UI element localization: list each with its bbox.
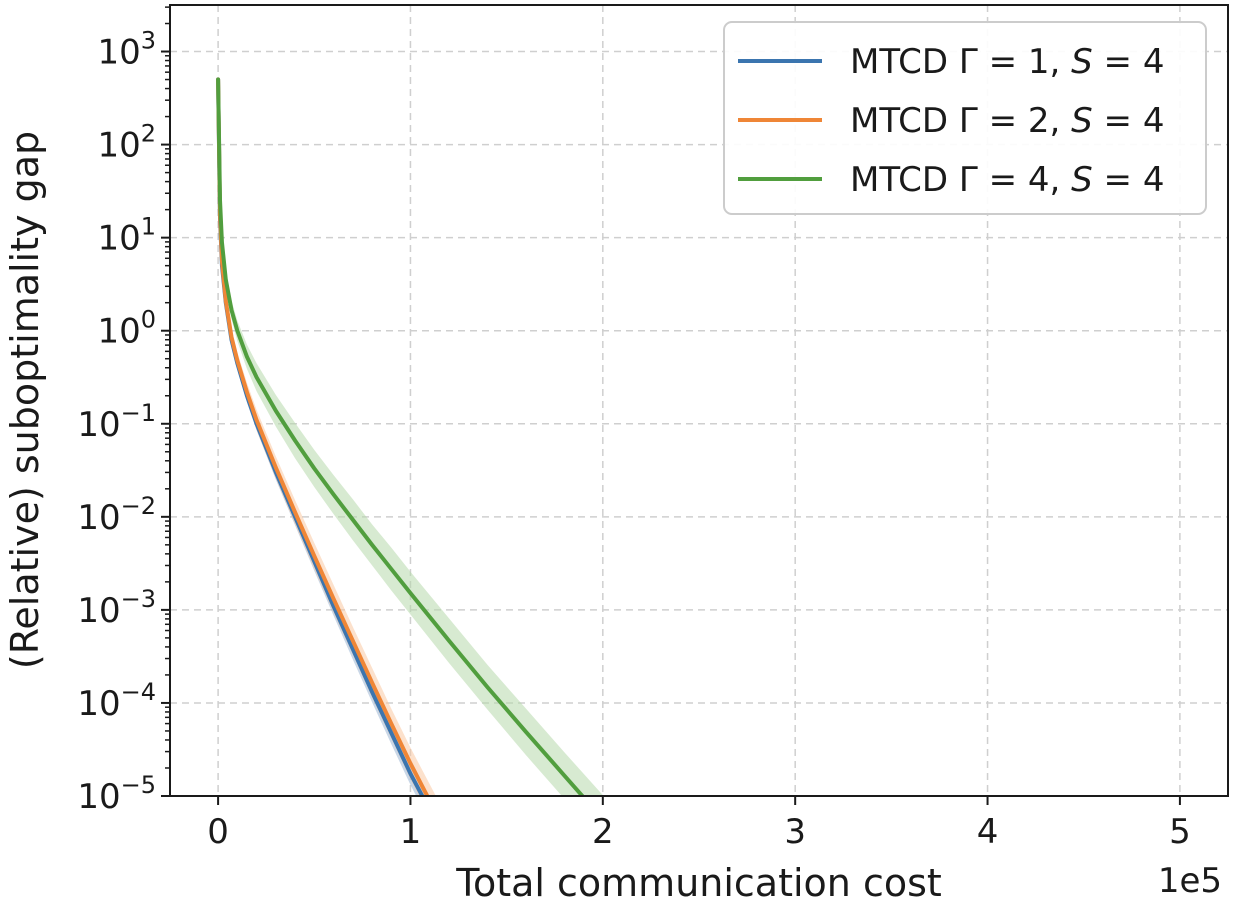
x-tick-label: 5 bbox=[1169, 812, 1191, 852]
y-axis-ticks: 103 102 101 100 10−1 10−2 10−3 10−4 10−5 bbox=[77, 6, 170, 817]
y-tick-label: 10−5 bbox=[77, 771, 156, 817]
y-tick-label: 102 bbox=[97, 120, 156, 166]
y-tick-label: 103 bbox=[97, 27, 156, 73]
y-tick-label: 10−3 bbox=[77, 585, 156, 631]
x-tick-label: 0 bbox=[207, 812, 229, 852]
legend: MTCD Γ = 1, S = 4 MTCD Γ = 2, S = 4 MTCD Γ… bbox=[723, 21, 1207, 215]
x-tick-label: 2 bbox=[592, 812, 614, 852]
y-tick-label: 10−2 bbox=[77, 492, 156, 538]
series-line-2 bbox=[216, 77, 430, 796]
legend-label-1: MTCD Γ = 1, S = 4 bbox=[850, 42, 1164, 82]
series-lines bbox=[216, 77, 586, 796]
y-tick-label: 100 bbox=[97, 306, 156, 352]
y-tick-label: 10−4 bbox=[77, 678, 156, 724]
x-tick-label: 3 bbox=[784, 812, 806, 852]
legend-label-2: MTCD Γ = 2, S = 4 bbox=[850, 101, 1164, 141]
x-tick-label: 1 bbox=[400, 812, 422, 852]
plot-frame bbox=[169, 4, 1229, 797]
y-axis-label: (Relative) suboptimality gap bbox=[3, 131, 47, 669]
legend-box bbox=[723, 21, 1207, 215]
legend-label-3: MTCD Γ = 4, S = 4 bbox=[850, 160, 1164, 200]
x-axis-label: Total communication cost bbox=[455, 861, 942, 904]
x-axis-ticks: 0 1 2 3 4 5 bbox=[207, 796, 1191, 852]
series-band-3 bbox=[218, 72, 603, 796]
x-axis-offset-label: 1e5 bbox=[1158, 861, 1222, 901]
y-tick-label: 10−1 bbox=[77, 399, 156, 445]
x-tick-label: 4 bbox=[977, 812, 999, 852]
series-line-3 bbox=[216, 77, 586, 796]
y-tick-label: 101 bbox=[97, 213, 156, 259]
